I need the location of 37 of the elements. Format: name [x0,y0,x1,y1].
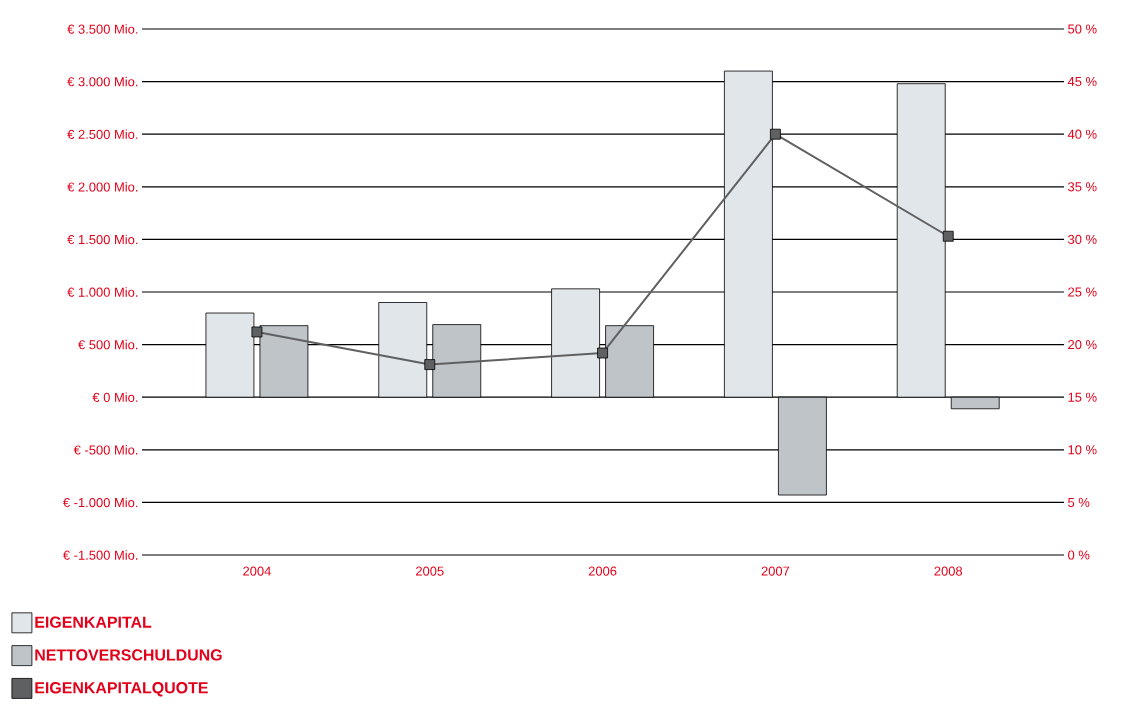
y-tick-label: € 1.500 Mio. [67,234,138,245]
point [424,359,436,370]
y-tick-label: € 500 Mio. [78,339,138,350]
y-tick-label: € -1.500 Mio. [62,550,138,560]
bar [950,396,1000,410]
y-tick-label: € 3.500 Mio. [67,24,138,34]
y-tick-label: € -500 Mio. [73,445,138,455]
x-tick-label: 2007 [761,566,790,576]
y2-tick-label: 15 % [1068,392,1097,402]
y-tick-label: € 2.000 Mio. [67,182,138,192]
y2-tick-label: 35 % [1068,182,1097,192]
y-tick-label: € 3.000 Mio. [67,76,138,87]
point [597,347,608,359]
y2-tick-label: 10 % [1068,445,1097,455]
y-tick-label: € -1.000 Mio. [62,497,138,508]
point [251,326,263,338]
point [942,230,954,242]
x-tick-label: 2008 [934,566,963,576]
y-tick-label: € 0 Mio. [92,392,138,402]
legend-label: EIGENKAPITALQUOTE [35,682,208,697]
x-tick-label: 2006 [588,566,617,576]
y-tick-label: € 2.500 Mio. [67,129,138,139]
y2-tick-label: 40 % [1067,129,1097,139]
y-tick-label: € 1.000 Mio. [67,287,138,297]
y2-tick-label: 45 % [1067,77,1097,87]
legend-label: NETTOVERSCHULDUNG [35,649,222,661]
y2-tick-label: 0 % [1068,550,1090,560]
bar [778,396,827,496]
y2-tick-label: 30 % [1068,234,1097,244]
y2-tick-label: 25 % [1068,287,1097,297]
x-tick-label: 2005 [416,566,444,576]
legend-label: EIGENKAPITAL [35,616,152,628]
point [770,128,781,140]
y2-tick-label: 5 % [1068,497,1090,507]
x-tick-label: 2004 [243,566,271,576]
y2-tick-label: 20 % [1068,340,1097,350]
y2-tick-label: 50 % [1068,24,1097,34]
